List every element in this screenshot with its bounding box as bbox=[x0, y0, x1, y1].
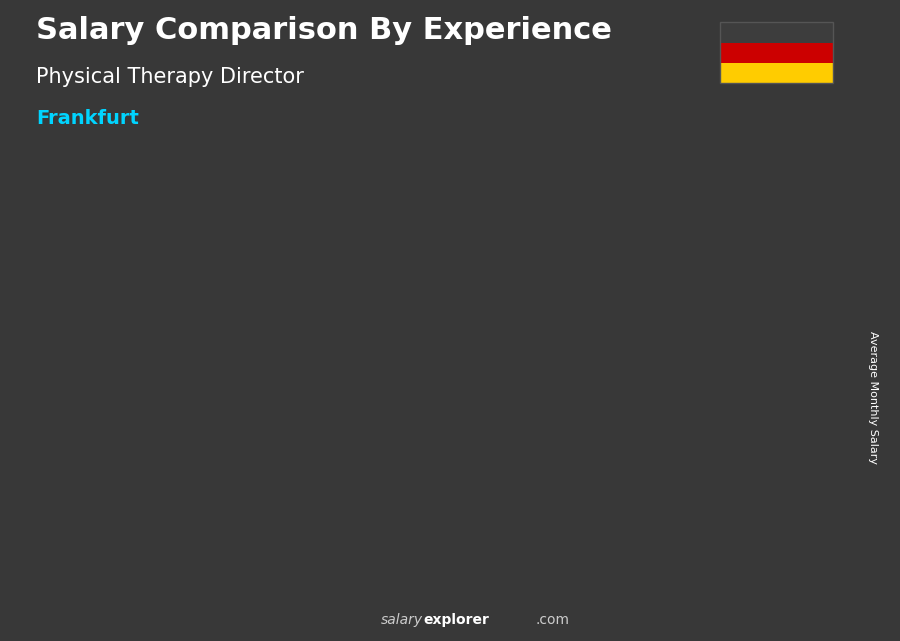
Bar bbox=[716, 310, 725, 577]
Text: Physical Therapy Director: Physical Therapy Director bbox=[36, 67, 304, 87]
Text: 4,240 EUR: 4,240 EUR bbox=[58, 449, 135, 463]
Text: Frankfurt: Frankfurt bbox=[36, 109, 139, 128]
Bar bbox=[456, 339, 537, 342]
Text: +38%: +38% bbox=[273, 332, 331, 350]
Bar bbox=[75, 470, 140, 577]
Text: salary: salary bbox=[381, 613, 423, 627]
Bar bbox=[81, 479, 94, 483]
Bar bbox=[456, 342, 464, 577]
Bar bbox=[205, 440, 270, 577]
Bar bbox=[724, 310, 789, 577]
Text: +7%: +7% bbox=[669, 249, 715, 267]
Text: .com: .com bbox=[536, 613, 570, 627]
Bar bbox=[601, 348, 613, 356]
FancyArrowPatch shape bbox=[637, 292, 743, 321]
Bar bbox=[587, 322, 667, 326]
Bar bbox=[212, 452, 223, 456]
Bar bbox=[594, 326, 659, 577]
Text: 9,990 EUR: 9,990 EUR bbox=[581, 304, 658, 317]
Text: 9,320 EUR: 9,320 EUR bbox=[452, 320, 528, 333]
Bar bbox=[789, 310, 796, 577]
Text: explorer: explorer bbox=[423, 613, 489, 627]
FancyArrowPatch shape bbox=[117, 428, 224, 465]
Bar bbox=[341, 404, 353, 410]
Bar bbox=[341, 388, 361, 577]
Bar bbox=[140, 470, 148, 577]
Bar bbox=[731, 310, 751, 577]
Text: Average Monthly Salary: Average Monthly Salary bbox=[868, 331, 878, 464]
Text: 5,450 EUR: 5,450 EUR bbox=[192, 418, 268, 431]
Bar bbox=[529, 342, 537, 577]
Text: Salary Comparison By Experience: Salary Comparison By Experience bbox=[36, 16, 612, 45]
Bar bbox=[731, 334, 742, 342]
Bar bbox=[601, 326, 621, 577]
Bar bbox=[81, 470, 102, 577]
FancyArrowPatch shape bbox=[247, 378, 354, 435]
Bar bbox=[716, 307, 796, 310]
FancyArrowPatch shape bbox=[376, 333, 483, 383]
Text: +24%: +24% bbox=[403, 282, 461, 300]
Bar bbox=[327, 388, 335, 577]
Bar bbox=[327, 385, 408, 388]
Bar bbox=[197, 437, 277, 440]
Bar bbox=[212, 440, 231, 577]
Bar bbox=[335, 388, 400, 577]
Text: +29%: +29% bbox=[143, 388, 202, 406]
Bar bbox=[471, 342, 491, 577]
Bar bbox=[659, 326, 667, 577]
Bar bbox=[270, 440, 277, 577]
Bar bbox=[471, 363, 483, 370]
Bar bbox=[587, 326, 594, 577]
FancyArrowPatch shape bbox=[507, 308, 614, 338]
Bar bbox=[400, 388, 408, 577]
Text: 7,520 EUR: 7,520 EUR bbox=[321, 366, 398, 379]
Bar bbox=[197, 440, 205, 577]
Text: +7%: +7% bbox=[539, 269, 585, 287]
Bar bbox=[464, 342, 529, 577]
Bar bbox=[68, 470, 75, 577]
Text: 10,600 EUR: 10,600 EUR bbox=[717, 290, 804, 303]
Bar bbox=[68, 467, 148, 470]
